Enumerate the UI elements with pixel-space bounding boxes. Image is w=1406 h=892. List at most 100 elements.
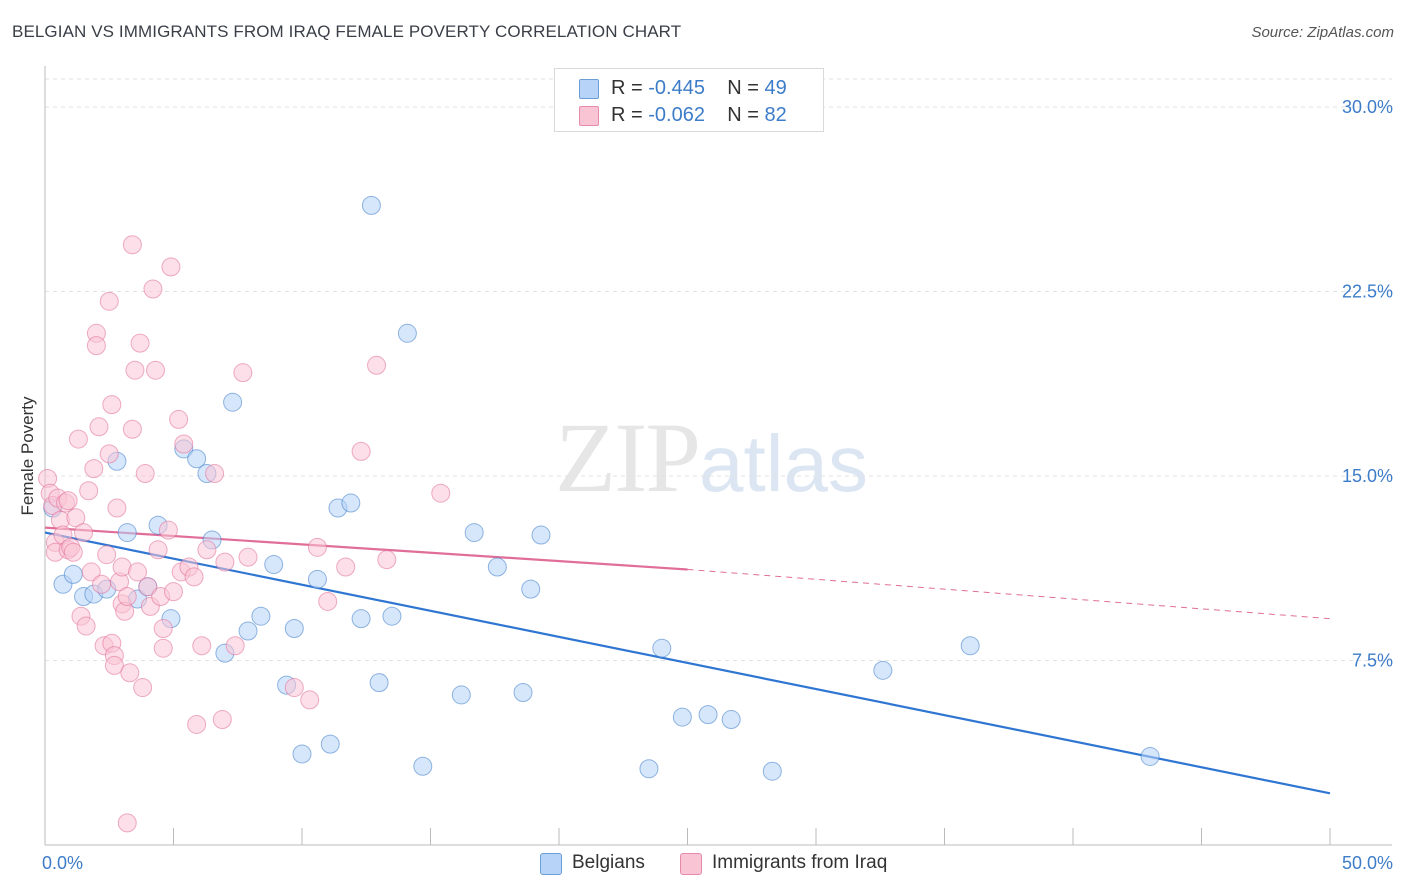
iraq-point — [135, 464, 155, 484]
watermark: ZIPatlas — [555, 400, 868, 515]
iraq-point — [86, 336, 106, 356]
belgians-point — [251, 606, 271, 626]
belgians-point — [672, 707, 692, 727]
iraq-point — [99, 291, 119, 311]
belgians-point — [351, 609, 371, 629]
iraq-point — [300, 690, 320, 710]
iraq-point — [117, 813, 137, 833]
legend-swatch-iraq — [579, 106, 599, 126]
belgians-point — [264, 555, 284, 575]
n-label: N = — [727, 77, 765, 99]
belgians-point — [187, 449, 207, 469]
belgians-point — [223, 392, 243, 412]
r-label: R = — [611, 77, 649, 99]
watermark-atlas: atlas — [699, 419, 868, 508]
iraq-point — [148, 540, 168, 560]
belgians-point — [873, 660, 893, 680]
belgians-point — [292, 744, 312, 764]
trend-lines — [44, 526, 1331, 795]
watermark-zip: ZIP — [555, 402, 701, 513]
iraq-point — [174, 434, 194, 454]
belgians-point — [361, 195, 381, 215]
y-tick-label: 15.0% — [1342, 466, 1393, 486]
iraq-point — [66, 508, 86, 528]
belgians-point — [341, 493, 361, 513]
r-value: -0.062 — [648, 104, 705, 126]
iraq-point — [92, 574, 112, 594]
axes — [44, 66, 1392, 846]
x-tick-label-end: 50.0% — [1342, 853, 1393, 873]
legend-swatch-iraq — [680, 853, 702, 875]
belgians-point — [117, 523, 137, 543]
r-value: -0.445 — [648, 77, 705, 99]
iraq-point — [318, 591, 338, 611]
iraq-point — [205, 464, 225, 484]
legend-label-iraq: Immigrants from Iraq — [712, 852, 888, 873]
y-tick-label: 30.0% — [1342, 97, 1393, 117]
r-label: R = — [611, 104, 649, 126]
iraq-point — [431, 483, 451, 503]
belgians-point — [1140, 746, 1160, 766]
source-credit: Source: ZipAtlas.com — [1251, 24, 1394, 41]
iraq-point — [63, 542, 83, 562]
iraq-point — [197, 540, 217, 560]
iraq-trend-extension — [687, 568, 1331, 620]
iraq-point — [122, 235, 142, 255]
iraq-point — [351, 441, 371, 461]
iraq-point — [153, 638, 173, 658]
iraq-point — [146, 360, 166, 380]
iraq-point — [164, 582, 183, 602]
iraq-point — [184, 567, 204, 587]
chart-title: BELGIAN VS IMMIGRANTS FROM IRAQ FEMALE P… — [12, 22, 682, 41]
belgians-point — [320, 734, 340, 754]
tick-labels: 7.5% 15.0% 22.5% 30.0% 0.0% 50.0% — [42, 97, 1393, 873]
iraq-point — [89, 417, 109, 437]
n-label: N = — [727, 104, 765, 126]
belgians-point — [63, 564, 83, 584]
iraq-point — [107, 498, 127, 518]
iraq-point — [76, 616, 96, 636]
iraq-point — [143, 279, 163, 299]
iraq-point — [133, 678, 153, 698]
iraq-point — [336, 557, 356, 577]
iraq-point — [58, 491, 78, 511]
iraq-point — [125, 360, 145, 380]
iraq-point — [79, 481, 99, 501]
iraq-point — [212, 710, 232, 730]
iraq-point — [99, 444, 119, 464]
iraq-trend-line — [44, 526, 688, 571]
belgians-point — [639, 759, 659, 779]
belgians-point — [521, 579, 541, 599]
belgians-point — [487, 557, 507, 577]
belgians-point — [397, 323, 417, 343]
iraq-point — [117, 587, 137, 607]
belgians-point — [464, 523, 484, 543]
y-tick-label: 22.5% — [1342, 281, 1393, 301]
iraq-point — [367, 355, 387, 375]
iraq-point — [215, 552, 235, 572]
iraq-point — [238, 547, 258, 567]
iraq-point — [161, 257, 181, 277]
correlation-legend: R = -0.445 N = 49 R = -0.062 N = 82 — [554, 68, 824, 132]
belgians-point — [531, 525, 551, 545]
legend-label-belgians: Belgians — [572, 852, 645, 873]
iraq-point — [284, 678, 304, 698]
belgians-point — [238, 621, 258, 641]
iraq-point — [233, 363, 253, 383]
iraq-point — [84, 459, 104, 479]
iraq-point — [102, 395, 122, 415]
n-value: 82 — [764, 104, 787, 126]
belgians-point — [307, 569, 327, 589]
belgians-point — [413, 756, 433, 776]
iraq-point — [128, 562, 148, 582]
iraq-point — [68, 429, 88, 449]
belgians-point — [652, 638, 672, 658]
iraq-point — [81, 562, 101, 582]
iraq-point — [158, 520, 178, 540]
belgians-point — [451, 685, 471, 705]
belgians-point — [369, 673, 389, 693]
iraq-point — [104, 655, 124, 675]
belgians-point — [513, 682, 533, 702]
iraq-point — [192, 636, 212, 656]
